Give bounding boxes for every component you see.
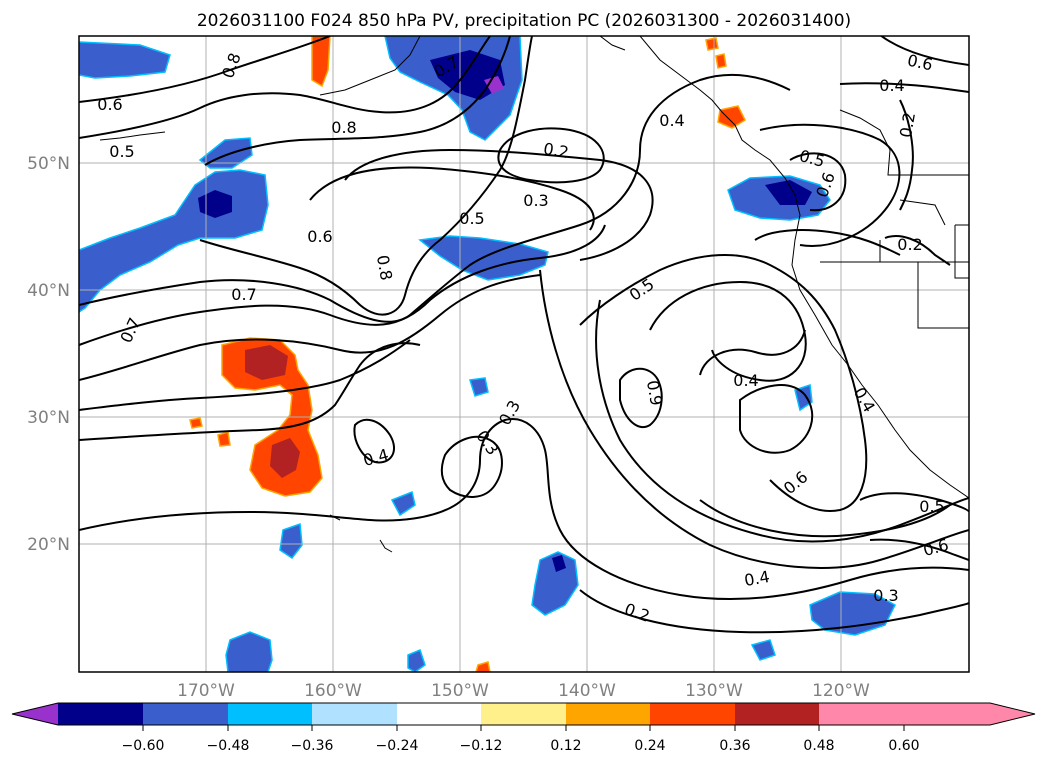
colorbar-segment: [650, 703, 735, 725]
precip-pos-region: [217, 431, 231, 447]
contour-label: 0.2: [896, 111, 919, 139]
lat-label: 40°N: [27, 281, 70, 301]
precip-strong-neg: [552, 555, 566, 572]
contour-label: 0.5: [109, 142, 134, 161]
colorbar-outline: [11, 702, 1036, 726]
colorbar-tick-label: 0.60: [888, 738, 919, 754]
lon-label: 160°W: [304, 681, 362, 701]
precip-neg-region: [750, 639, 776, 661]
colorbar-tick-labels: −0.60 −0.48 −0.36 −0.24 −0.12 0.12 0.24 …: [122, 738, 920, 754]
precip-neg-region: [531, 551, 579, 616]
precip-neg-region: [407, 648, 426, 672]
contour-label: 0.8: [331, 118, 356, 137]
colorbar: −0.60 −0.48 −0.36 −0.24 −0.12 0.12 0.24 …: [11, 702, 1036, 754]
lon-label: 130°W: [685, 681, 743, 701]
contour-label: 0.3: [873, 586, 898, 605]
colorbar-segment: [58, 703, 143, 725]
colorbar-tick-label: 0.48: [803, 738, 834, 754]
map-panel: 0.8 0.6 0.5 0.8 0.7 0.4 0.2 0.3 0.5 0.6 …: [27, 35, 970, 701]
colorbar-tick-label: −0.12: [460, 738, 503, 754]
lat-label: 30°N: [27, 408, 70, 428]
colorbar-tick-label: 0.36: [719, 738, 750, 754]
colorbar-tick-label: −0.60: [122, 738, 165, 754]
lat-label: 20°N: [27, 535, 70, 555]
precip-strong-pos: [245, 345, 288, 380]
precip-neg-region: [225, 631, 273, 672]
lon-label: 150°W: [431, 681, 489, 701]
colorbar-tick-label: −0.48: [207, 738, 250, 754]
precip-neg-region: [794, 383, 813, 412]
latitude-labels: 50°N 40°N 30°N 20°N: [27, 154, 70, 555]
contour-label: 0.2: [897, 235, 922, 254]
colorbar-tick-label: 0.24: [634, 738, 665, 754]
colorbar-segment: [143, 703, 228, 725]
precip-neg-region: [809, 591, 896, 636]
contour-label: 0.3: [523, 191, 548, 210]
precip-neg-region: [279, 522, 303, 560]
colorbar-ticks: [142, 725, 905, 731]
precip-neg-region: [390, 490, 416, 517]
contour-label: 0.5: [459, 209, 484, 228]
lat-label: 50°N: [27, 154, 70, 174]
figure-title: 2026031100 F024 850 hPa PV, precipitatio…: [197, 11, 851, 31]
colorbar-tick-label: 0.12: [550, 738, 581, 754]
contour-label: 0.7: [231, 285, 256, 304]
contour-label: 0.9: [643, 379, 666, 407]
contour-label: 0.8: [373, 254, 396, 282]
colorbar-tick-label: −0.36: [291, 738, 334, 754]
contour-label: 0.2: [542, 139, 570, 162]
contour-label: 0.5: [919, 497, 944, 516]
precip-pos-region: [717, 105, 746, 129]
colorbar-segment: [481, 703, 566, 725]
colorbar-segment: [312, 703, 397, 725]
precip-pos-region: [189, 417, 203, 429]
pv-contours: [79, 36, 969, 634]
contour-label: 0.6: [307, 227, 332, 246]
colorbar-segment: [735, 703, 819, 725]
colorbar-extend-low: [12, 703, 58, 725]
precip-strong-neg: [765, 180, 812, 205]
colorbar-segment: [228, 703, 312, 725]
map-frame: [78, 35, 970, 673]
colorbar-segment: [397, 703, 481, 725]
colorbar-extend-high: [904, 703, 1035, 725]
precip-extreme-neg: [484, 76, 504, 94]
precip-neg-region: [469, 377, 489, 397]
precip-neg-region: [79, 41, 171, 79]
contour-label: 0.4: [659, 111, 684, 130]
lon-label: 170°W: [177, 681, 235, 701]
graticule: [79, 36, 969, 672]
colorbar-segment: [819, 703, 904, 725]
contour-label: 0.4: [743, 567, 771, 590]
lon-label: 120°W: [812, 681, 870, 701]
contour-label: 0.4: [733, 371, 758, 390]
precip-strong-pos: [270, 438, 300, 478]
precip-pos-region: [705, 37, 719, 51]
contour-label: 0.4: [879, 76, 904, 95]
colorbar-tick-label: −0.24: [376, 738, 419, 754]
precip-pos-region: [475, 661, 491, 672]
contour-label: 0.6: [97, 95, 122, 114]
precip-pos-region: [311, 36, 331, 88]
lon-label: 140°W: [558, 681, 616, 701]
precip-pos-region: [715, 53, 727, 69]
longitude-labels: 170°W 160°W 150°W 140°W 130°W 120°W: [177, 681, 870, 701]
colorbar-segment: [566, 703, 650, 725]
contour-label: 0.6: [906, 51, 935, 75]
contour-label-group: 0.8 0.6 0.5 0.8 0.7 0.4 0.2 0.3 0.5 0.6 …: [97, 50, 950, 626]
